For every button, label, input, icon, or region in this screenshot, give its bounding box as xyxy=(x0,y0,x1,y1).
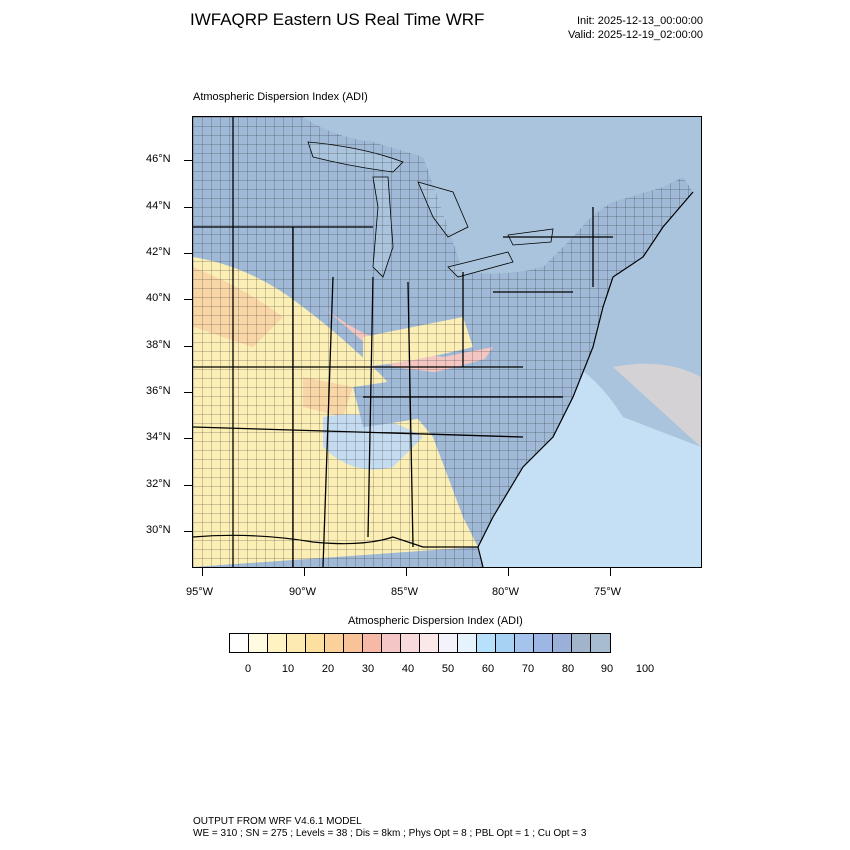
time-info: Init: 2025-12-13_00:00:00 Valid: 2025-12… xyxy=(568,14,703,42)
colorbar-label: 0 xyxy=(244,663,252,675)
lat-label: 34°N xyxy=(146,431,171,443)
lon-tick xyxy=(202,568,203,576)
colorbar-cell xyxy=(268,634,287,652)
colorbar-title: Atmospheric Dispersion Index (ADI) xyxy=(348,615,523,627)
colorbar-cell xyxy=(249,634,268,652)
lat-label: 38°N xyxy=(146,339,171,351)
lat-label: 40°N xyxy=(146,292,171,304)
field-subtitle: Atmospheric Dispersion Index (ADI) xyxy=(193,91,368,103)
colorbar-label: 50 xyxy=(441,663,455,675)
lat-tick xyxy=(184,299,192,300)
lon-label: 80°W xyxy=(492,586,520,598)
colorbar-label: 40 xyxy=(401,663,415,675)
colorbar-label: 80 xyxy=(561,663,575,675)
colorbar-cell xyxy=(325,634,344,652)
lon-tick xyxy=(406,568,407,576)
colorbar-cell xyxy=(344,634,363,652)
lat-tick xyxy=(184,438,192,439)
valid-time: Valid: 2025-12-19_02:00:00 xyxy=(568,29,703,41)
colorbar-cell xyxy=(382,634,401,652)
lat-label: 44°N xyxy=(146,200,171,212)
lat-tick xyxy=(184,160,192,161)
lat-tick xyxy=(184,531,192,532)
colorbar-cell xyxy=(553,634,572,652)
colorbar-cell xyxy=(287,634,306,652)
lat-tick xyxy=(184,346,192,347)
lon-label: 90°W xyxy=(289,586,317,598)
lon-tick xyxy=(508,568,509,576)
colorbar-cell xyxy=(534,634,553,652)
lon-label: 85°W xyxy=(391,586,419,598)
colorbar-cell xyxy=(572,634,591,652)
lat-tick xyxy=(184,485,192,486)
colorbar-cell xyxy=(363,634,382,652)
county-lines xyxy=(193,117,693,567)
init-time: Init: 2025-12-13_00:00:00 xyxy=(577,15,703,27)
map-svg xyxy=(193,117,701,567)
colorbar xyxy=(229,633,611,653)
lat-label: 42°N xyxy=(146,246,171,258)
footer-config: WE = 310 ; SN = 275 ; Levels = 38 ; Dis … xyxy=(193,828,587,839)
colorbar-label: 30 xyxy=(361,663,375,675)
colorbar-cell xyxy=(401,634,420,652)
colorbar-cell xyxy=(439,634,458,652)
colorbar-label: 90 xyxy=(600,663,614,675)
colorbar-cell xyxy=(458,634,477,652)
colorbar-label: 20 xyxy=(321,663,335,675)
lat-tick xyxy=(184,207,192,208)
map-panel xyxy=(192,116,702,568)
lon-label: 95°W xyxy=(186,586,214,598)
colorbar-label: 70 xyxy=(521,663,535,675)
lat-label: 36°N xyxy=(146,385,171,397)
lat-label: 30°N xyxy=(146,524,171,536)
lat-tick xyxy=(184,253,192,254)
colorbar-label: 100 xyxy=(635,663,655,675)
lon-label: 75°W xyxy=(594,586,622,598)
coastline xyxy=(477,191,694,567)
colorbar-label: 10 xyxy=(281,663,295,675)
colorbar-cell xyxy=(591,634,610,652)
colorbar-cell xyxy=(477,634,496,652)
colorbar-cell xyxy=(515,634,534,652)
lon-tick xyxy=(304,568,305,576)
lon-tick xyxy=(610,568,611,576)
colorbar-cell xyxy=(306,634,325,652)
state-lines xyxy=(193,117,613,567)
footer-model: OUTPUT FROM WRF V4.6.1 MODEL xyxy=(193,816,362,827)
lat-label: 32°N xyxy=(146,478,171,490)
colorbar-cell xyxy=(230,634,249,652)
lat-tick xyxy=(184,392,192,393)
map-title: IWFAQRP Eastern US Real Time WRF xyxy=(190,10,485,29)
colorbar-cell xyxy=(496,634,515,652)
colorbar-label: 60 xyxy=(481,663,495,675)
lat-label: 46°N xyxy=(146,153,171,165)
colorbar-cell xyxy=(420,634,439,652)
